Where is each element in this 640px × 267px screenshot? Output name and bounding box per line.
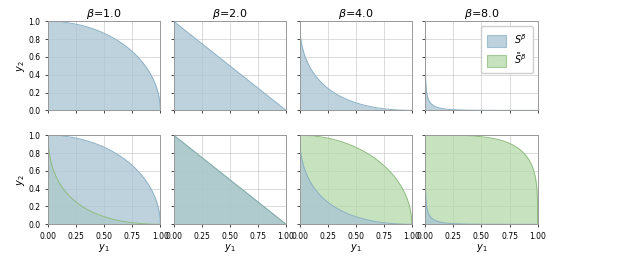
Y-axis label: $y_2$: $y_2$	[15, 174, 27, 186]
Y-axis label: $y_2$: $y_2$	[15, 60, 27, 72]
Title: $\beta$=1.0: $\beta$=1.0	[86, 7, 122, 21]
Title: $\beta$=4.0: $\beta$=4.0	[338, 7, 373, 21]
X-axis label: $y_1$: $y_1$	[476, 242, 487, 254]
X-axis label: $y_1$: $y_1$	[224, 242, 236, 254]
X-axis label: $y_1$: $y_1$	[99, 242, 110, 254]
Title: $\beta$=8.0: $\beta$=8.0	[464, 7, 499, 21]
Title: $\beta$=2.0: $\beta$=2.0	[212, 7, 248, 21]
X-axis label: $y_1$: $y_1$	[350, 242, 362, 254]
Legend: $S^\beta$, $\tilde{S}^\beta$: $S^\beta$, $\tilde{S}^\beta$	[481, 26, 532, 73]
